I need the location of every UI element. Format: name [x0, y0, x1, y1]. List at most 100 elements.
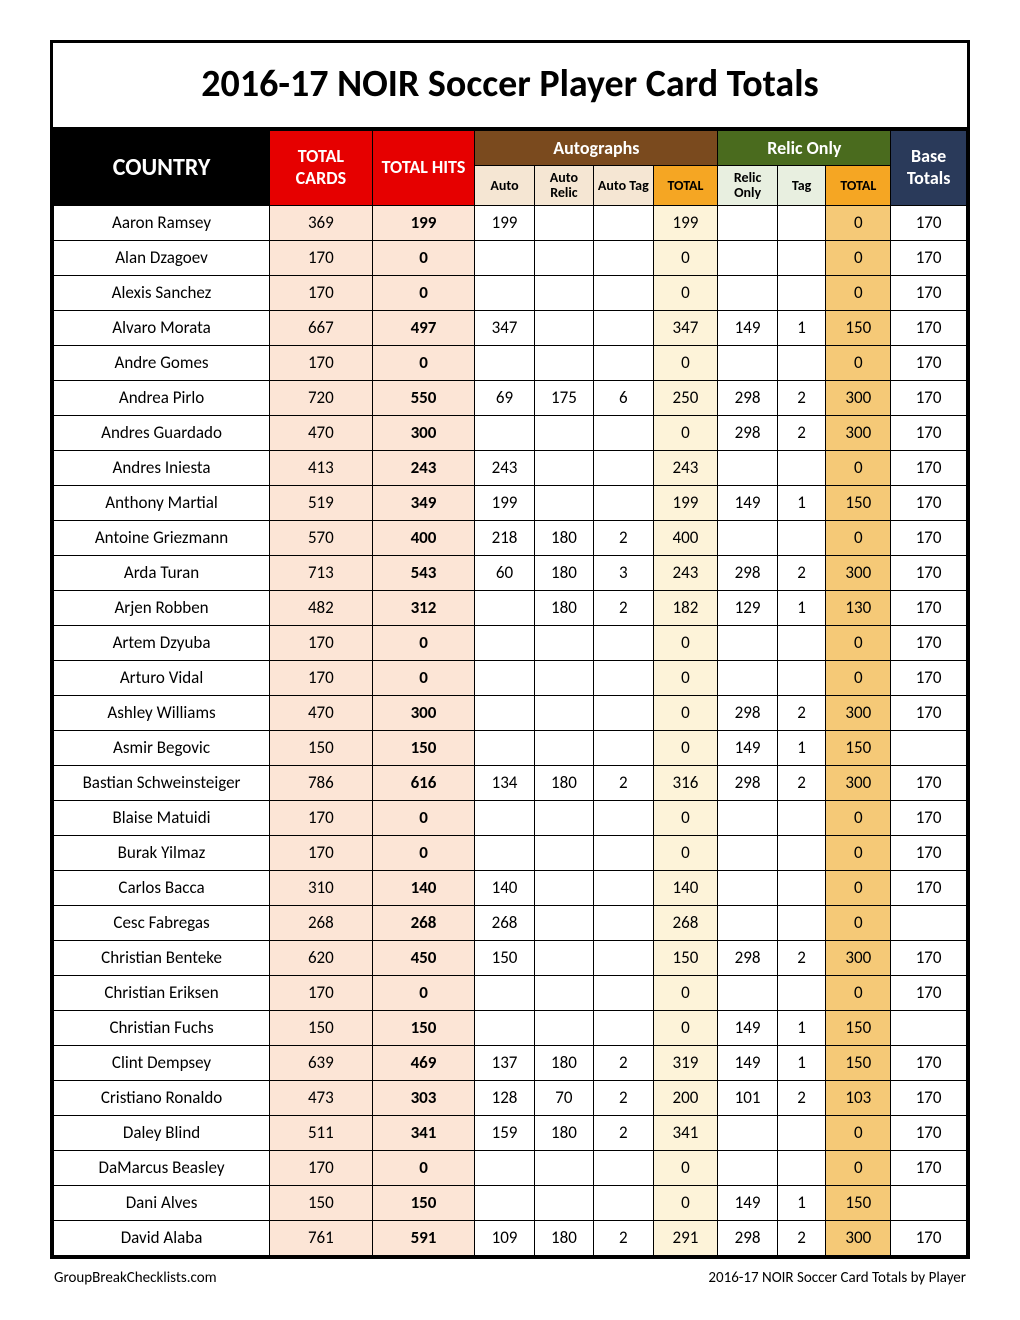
cell-auto-relic: [534, 1150, 593, 1185]
cell-relic: 298: [718, 765, 777, 800]
cell-auto: [475, 695, 534, 730]
cell-name: Arda Turan: [54, 555, 270, 590]
cell-hits: 341: [372, 1115, 475, 1150]
cell-base: [891, 905, 967, 940]
cell-cards: 170: [270, 1150, 373, 1185]
table-row: Anthony Martial5193491991991491150170: [54, 485, 967, 520]
cell-name: Christian Benteke: [54, 940, 270, 975]
cell-relic: 129: [718, 590, 777, 625]
table-row: Arjen Robben48231218021821291130170: [54, 590, 967, 625]
cell-relic-total: 103: [826, 1080, 891, 1115]
cell-relic: [718, 975, 777, 1010]
table-row: Alexis Sanchez170000170: [54, 275, 967, 310]
cell-relic: [718, 870, 777, 905]
cell-relic: [718, 905, 777, 940]
header-total-cards: TOTAL CARDS: [270, 131, 373, 206]
table-row: Christian Eriksen170000170: [54, 975, 967, 1010]
subheader-relic-total: TOTAL: [826, 166, 891, 206]
cell-name: Asmir Begovic: [54, 730, 270, 765]
table-row: Blaise Matuidi170000170: [54, 800, 967, 835]
cell-name: Cristiano Ronaldo: [54, 1080, 270, 1115]
table-row: Aaron Ramsey3691991991990170: [54, 205, 967, 240]
cell-cards: 667: [270, 310, 373, 345]
cell-tag: [777, 205, 826, 240]
cell-relic-total: 150: [826, 485, 891, 520]
cell-name: Ashley Williams: [54, 695, 270, 730]
table-row: Andrea Pirlo7205506917562502982300170: [54, 380, 967, 415]
cell-cards: 170: [270, 835, 373, 870]
cell-relic-total: 0: [826, 905, 891, 940]
cell-tag: [777, 345, 826, 380]
cell-tag: [777, 870, 826, 905]
cell-name: Andrea Pirlo: [54, 380, 270, 415]
cell-name: Christian Fuchs: [54, 1010, 270, 1045]
cell-auto: [475, 1185, 534, 1220]
table-row: Asmir Begovic15015001491150: [54, 730, 967, 765]
cell-hits: 469: [372, 1045, 475, 1080]
subheader-auto-tag: Auto Tag: [594, 166, 653, 206]
subheader-auto-relic: Auto Relic: [534, 166, 593, 206]
cell-relic-total: 300: [826, 1220, 891, 1255]
cell-base: [891, 1010, 967, 1045]
cell-auto-tag: [594, 905, 653, 940]
cell-relic-total: 150: [826, 1010, 891, 1045]
cell-auto: [475, 415, 534, 450]
cell-tag: [777, 975, 826, 1010]
cell-hits: 150: [372, 1010, 475, 1045]
table-row: Bastian Schweinsteiger786616134180231629…: [54, 765, 967, 800]
cell-auto: [475, 275, 534, 310]
cell-auto: 150: [475, 940, 534, 975]
table-row: Arda Turan7135436018032432982300170: [54, 555, 967, 590]
cell-cards: 570: [270, 520, 373, 555]
cell-auto-relic: [534, 485, 593, 520]
cell-hits: 450: [372, 940, 475, 975]
cell-base: 170: [891, 590, 967, 625]
cell-cards: 473: [270, 1080, 373, 1115]
cell-relic: [718, 275, 777, 310]
cell-auto-total: 0: [653, 1010, 718, 1045]
footer: GroupBreakChecklists.com 2016-17 NOIR So…: [50, 1259, 970, 1287]
header-total-hits: TOTAL HITS: [372, 131, 475, 206]
cell-base: 170: [891, 1080, 967, 1115]
cell-hits: 268: [372, 905, 475, 940]
cell-auto: 199: [475, 205, 534, 240]
cell-auto-relic: [534, 415, 593, 450]
cell-auto-relic: 180: [534, 1220, 593, 1255]
cell-cards: 519: [270, 485, 373, 520]
cell-tag: [777, 1115, 826, 1150]
cell-name: Andre Gomes: [54, 345, 270, 380]
cell-auto-total: 316: [653, 765, 718, 800]
cell-relic-total: 0: [826, 625, 891, 660]
cell-base: 170: [891, 870, 967, 905]
cell-relic-total: 300: [826, 415, 891, 450]
cell-auto-relic: 175: [534, 380, 593, 415]
cell-auto-tag: [594, 310, 653, 345]
cell-auto-total: 182: [653, 590, 718, 625]
cell-tag: 2: [777, 765, 826, 800]
cell-tag: [777, 660, 826, 695]
cell-auto-relic: 180: [534, 520, 593, 555]
cell-name: DaMarcus Beasley: [54, 1150, 270, 1185]
cell-hits: 349: [372, 485, 475, 520]
cell-base: 170: [891, 975, 967, 1010]
cell-auto-total: 0: [653, 730, 718, 765]
cell-auto-tag: [594, 660, 653, 695]
cell-name: Anthony Martial: [54, 485, 270, 520]
cell-base: 170: [891, 310, 967, 345]
cell-relic-total: 0: [826, 660, 891, 695]
cell-tag: [777, 835, 826, 870]
cell-auto-relic: [534, 695, 593, 730]
cell-relic: 149: [718, 1045, 777, 1080]
cell-relic-total: 300: [826, 555, 891, 590]
table-container: 2016-17 NOIR Soccer Player Card Totals C…: [50, 40, 970, 1259]
cell-name: Arjen Robben: [54, 590, 270, 625]
cell-relic: 149: [718, 485, 777, 520]
cell-auto: [475, 975, 534, 1010]
cell-auto: 268: [475, 905, 534, 940]
cell-hits: 550: [372, 380, 475, 415]
cell-tag: [777, 1150, 826, 1185]
cell-auto-relic: [534, 975, 593, 1010]
cell-relic-total: 0: [826, 800, 891, 835]
cell-relic: [718, 240, 777, 275]
cell-hits: 300: [372, 415, 475, 450]
